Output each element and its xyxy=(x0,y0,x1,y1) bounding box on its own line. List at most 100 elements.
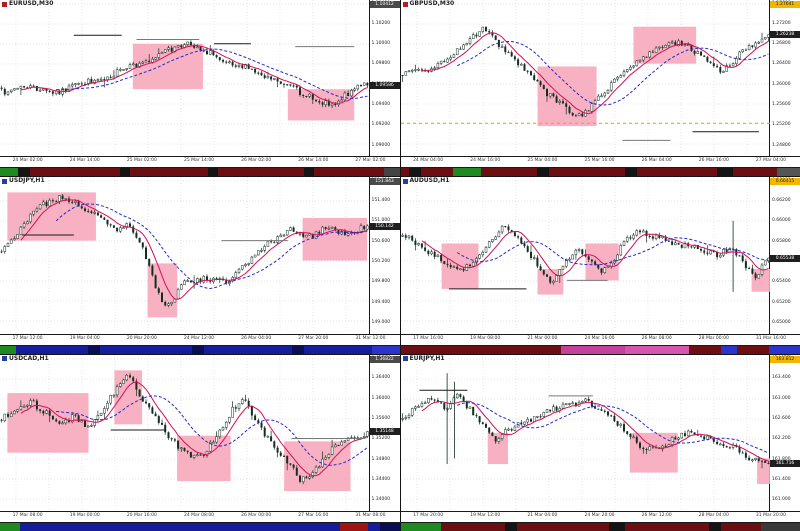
price-chart[interactable]: USDJPY,H1 xyxy=(0,177,370,334)
candle-body-down xyxy=(148,402,151,408)
price-chart-canvas[interactable] xyxy=(0,177,369,334)
supply-demand-zone[interactable] xyxy=(284,441,351,491)
candle-body-down xyxy=(539,415,542,417)
current-price-badge: 1.35148 xyxy=(369,427,400,435)
price-chart[interactable]: USDCAD,H1 xyxy=(0,354,370,511)
time-axis[interactable]: 24 Mar 02:00 24 Mar 14:00 25 Mar 02:00 25 M… xyxy=(0,156,400,168)
time-axis[interactable]: 17 Mar 16:00 19 Mar 08:00 21 Mar 00:00 24 M… xyxy=(400,333,800,345)
indicator-strip[interactable] xyxy=(0,521,400,531)
price-chart-canvas[interactable] xyxy=(0,0,369,156)
time-axis[interactable]: 17 Mar 20:00 19 Mar 12:00 21 Mar 04:00 24 M… xyxy=(400,510,800,522)
candle-body-down xyxy=(741,452,744,454)
candle-body-up xyxy=(420,402,423,407)
supply-demand-zone[interactable] xyxy=(132,43,203,90)
indicator-strip-segment xyxy=(18,168,30,177)
candle-body-down xyxy=(170,47,173,52)
price-axis-label: 151.400 xyxy=(371,198,391,204)
price-chart-canvas[interactable] xyxy=(400,177,770,334)
candle-body-down xyxy=(23,86,26,88)
candle-body-up xyxy=(686,44,689,46)
candle-body-up xyxy=(77,83,80,85)
price-chart[interactable]: EURUSD,M30 xyxy=(0,0,370,157)
chart-title: AUDUSD,H1 xyxy=(409,177,450,185)
candle-body-up xyxy=(757,41,760,44)
candle-body-down xyxy=(199,278,202,283)
ask-price-badge: 163.812 xyxy=(770,355,800,363)
candle-body-up xyxy=(609,82,612,91)
candle-body-up xyxy=(163,49,167,53)
candle-body-up xyxy=(67,85,71,92)
price-axis[interactable]: 0.664000.662000.660000.658000.656000.654… xyxy=(770,177,800,334)
candle-body-down xyxy=(0,251,3,253)
candle-body-down xyxy=(318,232,321,235)
price-chart-canvas[interactable] xyxy=(0,354,369,511)
chart-window[interactable]: AUDUSD,H1 0.664000.662000.660000.658000.6… xyxy=(400,177,800,354)
candle-body-up xyxy=(448,57,452,60)
candle-body-up xyxy=(16,408,19,412)
chart-window[interactable]: GBPUSD,M301.276001.272001.268001.264001.… xyxy=(400,0,800,177)
candle-body-down xyxy=(90,211,93,214)
price-chart-canvas[interactable] xyxy=(400,0,770,156)
candle-body-down xyxy=(747,457,750,460)
supply-demand-zone[interactable] xyxy=(537,66,597,127)
supply-demand-zone[interactable] xyxy=(114,370,143,424)
candle-body-up xyxy=(45,410,48,414)
indicator-strip-segment xyxy=(624,168,637,177)
candle-body-up xyxy=(654,47,657,53)
candle-body-up xyxy=(574,250,577,256)
candle-body-down xyxy=(276,78,279,82)
candle-body-up xyxy=(583,398,587,402)
candle-body-down xyxy=(481,422,484,424)
candle-body-up xyxy=(757,274,760,279)
supply-demand-zone[interactable] xyxy=(487,432,508,464)
candle-body-down xyxy=(516,236,519,238)
candle-body-up xyxy=(532,416,535,422)
indicator-strip[interactable] xyxy=(400,344,800,354)
price-chart[interactable]: GBPUSD,M30 xyxy=(400,0,770,157)
price-axis[interactable]: 1.104001.102001.100001.098001.096001.094… xyxy=(369,0,400,157)
candle-body-up xyxy=(112,394,116,396)
price-axis[interactable]: 163.800163.400163.000162.600162.200161.8… xyxy=(770,354,800,511)
candle-body-down xyxy=(173,438,176,441)
candle-body-down xyxy=(109,224,112,226)
candle-body-down xyxy=(603,410,606,412)
chart-window[interactable]: USDJPY,H1151.800151.400151.000150.600150… xyxy=(0,177,400,354)
candle-body-down xyxy=(693,51,696,54)
ask-price-badge: 1.10412 xyxy=(369,1,400,8)
price-chart[interactable]: AUDUSD,H1 xyxy=(400,177,770,334)
candle-body-up xyxy=(266,435,270,438)
indicator-strip[interactable] xyxy=(400,521,800,531)
chart-window[interactable]: EURJPY,H1163.800163.400163.000162.600162… xyxy=(400,354,800,531)
indicator-strip[interactable] xyxy=(400,167,800,177)
price-axis[interactable]: 151.800151.400151.000150.600150.200149.8… xyxy=(369,177,400,334)
candle-body-down xyxy=(449,265,452,268)
price-chart-canvas[interactable] xyxy=(400,354,770,511)
candle-body-down xyxy=(215,278,218,280)
indicator-strip[interactable] xyxy=(0,344,400,354)
ma-fast-line xyxy=(20,381,368,476)
time-axis-label: 19 Mar 08:00 xyxy=(470,335,501,341)
indicator-strip[interactable] xyxy=(0,167,400,177)
supply-demand-zone[interactable] xyxy=(302,218,368,261)
chart-window[interactable]: USDCAD,H11.368001.364001.360001.356001.3… xyxy=(0,354,400,531)
candle-body-down xyxy=(100,215,103,219)
supply-demand-zone[interactable] xyxy=(756,458,770,484)
price-axis[interactable]: 1.368001.364001.360001.356001.352001.348… xyxy=(369,354,400,511)
time-axis[interactable]: 17 Mar 12:00 19 Mar 04:00 20 Mar 20:00 24 M… xyxy=(0,333,400,345)
supply-demand-zone[interactable] xyxy=(287,89,355,121)
candle-body-up xyxy=(324,100,327,105)
ma-slow-line xyxy=(56,48,368,100)
price-axis[interactable]: 1.276001.272001.268001.264001.260001.256… xyxy=(770,0,800,157)
chart-window[interactable]: EURUSD,M301.104001.102001.100001.098001.… xyxy=(0,0,400,177)
time-axis[interactable]: 24 Mar 04:00 24 Mar 16:00 25 Mar 04:00 25 M… xyxy=(400,156,800,168)
candle-body-up xyxy=(157,53,161,58)
candle-body-up xyxy=(221,426,225,430)
candle-body-up xyxy=(241,265,244,270)
price-chart[interactable]: EURJPY,H1 xyxy=(400,354,770,511)
time-axis-label: 24 Mar 16:00 xyxy=(584,335,615,341)
time-axis[interactable]: 17 Mar 08:00 19 Mar 00:00 20 Mar 16:00 24 M… xyxy=(0,510,400,522)
candle-body-down xyxy=(295,85,298,88)
supply-demand-zone[interactable] xyxy=(7,392,89,453)
candle-body-up xyxy=(439,60,442,64)
